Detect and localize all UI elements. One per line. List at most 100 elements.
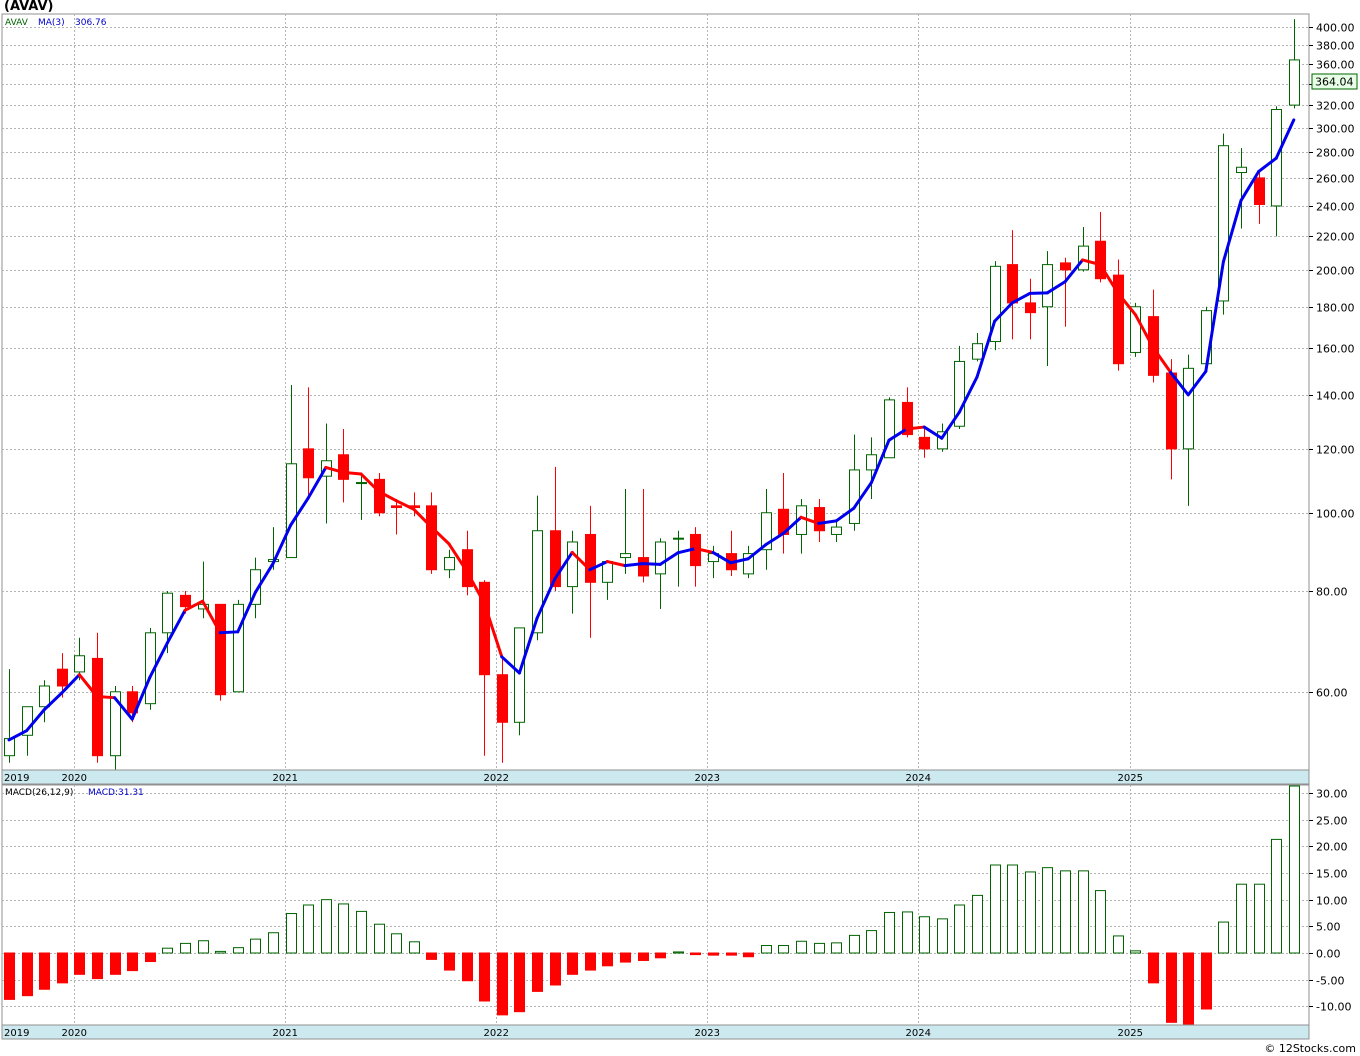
- candle-body: [831, 526, 842, 535]
- candle-body: [1007, 264, 1018, 304]
- x-tick-label: 2025: [1118, 773, 1143, 784]
- y-tick-label: 280.00: [1316, 147, 1355, 160]
- macd-bar: [778, 945, 789, 954]
- ma-segment: [113, 696, 134, 721]
- legend-ma-label: MA(3): [38, 18, 65, 28]
- price-x-axis-band: [1, 769, 1310, 785]
- ma-segment: [95, 694, 117, 700]
- ma-segment: [905, 425, 926, 431]
- macd-bar: [1289, 785, 1300, 954]
- candle-body: [1060, 262, 1071, 271]
- candle-body: [814, 507, 825, 532]
- ma-segment: [570, 550, 592, 572]
- last-price-label: 364.04: [1315, 76, 1354, 89]
- ma-segment: [7, 729, 29, 742]
- candle-body: [954, 360, 965, 427]
- macd-bar: [814, 942, 825, 954]
- candle-body: [1042, 264, 1053, 308]
- ma-segment: [1045, 280, 1067, 295]
- candle-body: [1095, 240, 1106, 280]
- candle-body: [884, 399, 895, 459]
- ma-segment: [641, 562, 662, 566]
- macd-bar: [39, 952, 50, 990]
- macd-bar: [638, 952, 649, 961]
- macd-bar: [162, 947, 173, 954]
- ma-segment: [729, 557, 750, 565]
- ma-segment: [940, 410, 961, 440]
- ma-segment: [42, 691, 64, 712]
- ma-segment: [957, 375, 979, 414]
- candle-body: [567, 541, 578, 588]
- macd-bar: [831, 942, 842, 954]
- macd-bar: [1078, 870, 1089, 954]
- y-tick-label: 100.00: [1316, 508, 1355, 521]
- macd-bar: [708, 952, 719, 956]
- chart-title: (AVAV): [4, 0, 54, 14]
- macd-bar: [620, 952, 631, 963]
- ma-segment: [306, 465, 328, 500]
- macd-bar: [1095, 890, 1106, 954]
- y-tick-label: 160.00: [1316, 343, 1355, 356]
- macd-bar: [74, 952, 85, 975]
- ma-segment: [535, 577, 557, 620]
- macd-label: MACD(26,12,9): [5, 788, 73, 798]
- macd-bar: [22, 952, 33, 997]
- y-tick-label: 140.00: [1316, 390, 1355, 403]
- macd-bar: [1201, 952, 1212, 1010]
- macd-bar: [110, 952, 121, 975]
- macd-bar: [409, 941, 420, 954]
- macd-bar: [1218, 921, 1229, 954]
- macd-bar: [303, 904, 314, 954]
- candle-body: [1113, 274, 1124, 365]
- price-panel: 60.00 80.00 100.00 120.00 140.00 160.00 180.00…: [1, 13, 1358, 793]
- candle-body: [57, 668, 68, 687]
- ma-segment: [817, 519, 838, 525]
- candle-body: [127, 691, 138, 714]
- ma-segment: [869, 438, 891, 485]
- ma-segment: [412, 507, 433, 529]
- macd-bar: [1271, 838, 1282, 954]
- macd-bar: [1183, 952, 1194, 1026]
- candle-body: [514, 627, 525, 723]
- x-tick-label: 2021: [273, 1028, 298, 1039]
- ma-segment: [975, 319, 997, 379]
- ma-segment: [588, 560, 609, 572]
- ma-segment: [183, 599, 205, 612]
- macd-bar: [866, 930, 877, 954]
- ma-segment: [1221, 199, 1243, 264]
- ma-segment: [289, 496, 310, 527]
- macd-bar: [198, 940, 209, 954]
- candle-body: [1166, 372, 1177, 450]
- ma-segment: [1257, 156, 1278, 174]
- x-tick-label: 2023: [695, 1028, 720, 1039]
- macd-bar: [338, 903, 349, 954]
- candle-body: [303, 448, 314, 479]
- ma-segment: [500, 655, 521, 675]
- legend-ma-value: 306.76: [75, 18, 107, 28]
- candle-body: [162, 592, 173, 634]
- last-price-badge: [1311, 73, 1358, 90]
- ma-segment: [1133, 313, 1155, 349]
- macd-bar: [743, 952, 754, 958]
- ma-segment: [1151, 345, 1173, 374]
- ma-segment: [799, 515, 821, 525]
- ma-segment: [1116, 291, 1137, 317]
- ma-segment: [1239, 170, 1261, 203]
- legend-symbol: AVAV: [5, 18, 29, 28]
- ma-segment: [377, 489, 398, 503]
- ma-segment: [764, 531, 785, 547]
- ma-segment: [271, 523, 293, 566]
- macd-bar: [849, 934, 860, 954]
- candle-body: [74, 655, 85, 673]
- macd-bar: [567, 952, 578, 975]
- macd-bar: [374, 923, 385, 954]
- macd-bar: [444, 952, 455, 971]
- candle-body: [550, 530, 561, 588]
- ma-segment: [253, 562, 275, 594]
- ma-segment: [658, 551, 680, 566]
- ma-segment: [148, 641, 169, 679]
- y-tick-label: 80.00: [1316, 586, 1348, 599]
- candle-body: [426, 505, 437, 571]
- y-tick-label: 360.00: [1316, 59, 1355, 72]
- macd-bar: [215, 950, 226, 954]
